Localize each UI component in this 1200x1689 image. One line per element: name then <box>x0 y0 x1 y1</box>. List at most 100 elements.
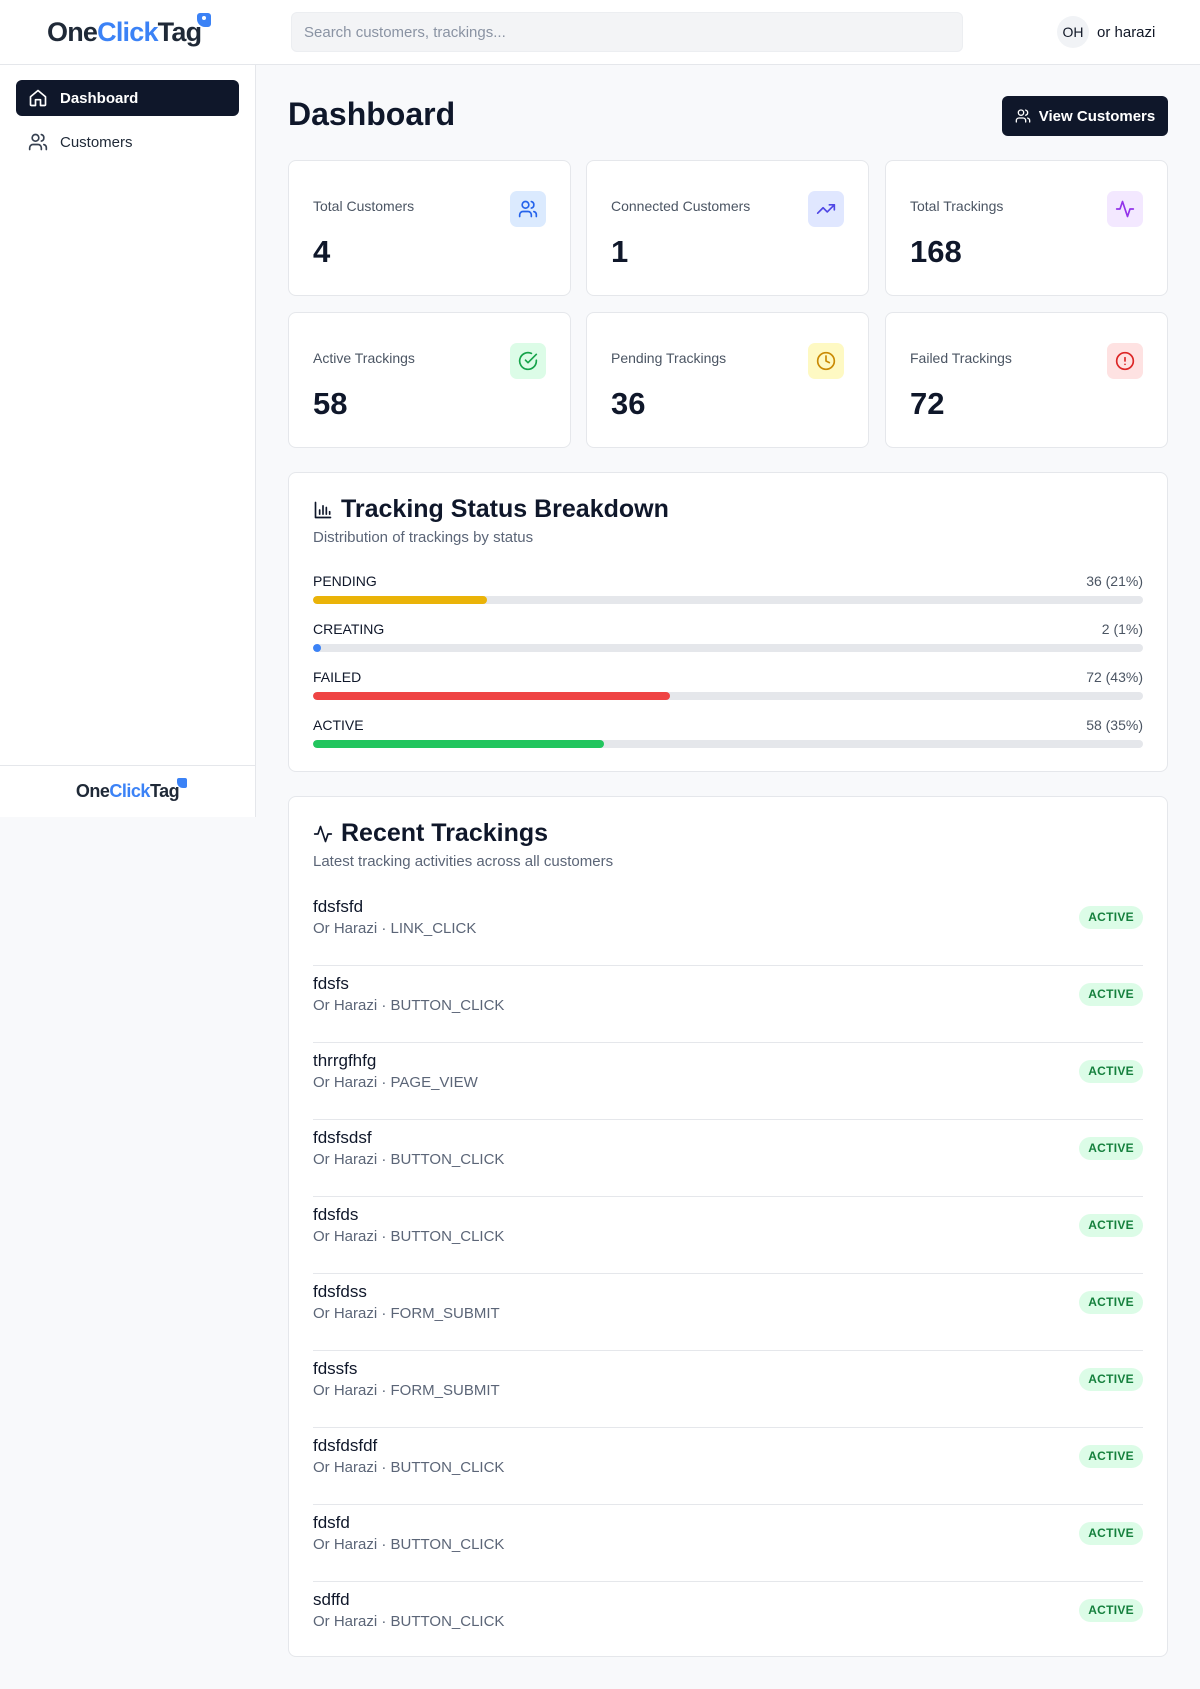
stat-card-total-trackings: Total Trackings 168 <box>885 160 1168 296</box>
list-item[interactable]: fdsfds Or Harazi · BUTTON_CLICK ACTIVE <box>313 1197 1143 1274</box>
tracking-name: fdsfds <box>313 1205 359 1224</box>
progress-fill <box>313 596 488 604</box>
top-header: OneClickTag OH or harazi <box>0 0 1200 65</box>
status-badge: ACTIVE <box>1079 1214 1143 1237</box>
trending-up-icon <box>808 191 844 227</box>
stat-card-active-trackings: Active Trackings 58 <box>288 312 571 448</box>
status-badge: ACTIVE <box>1079 906 1143 929</box>
stat-card-failed-trackings: Failed Trackings 72 <box>885 312 1168 448</box>
tracking-meta: Or Harazi · BUTTON_CLICK <box>313 1536 505 1553</box>
tracking-meta: Or Harazi · BUTTON_CLICK <box>313 1151 505 1168</box>
status-row-failed: FAILED 72 (43%) <box>313 669 1143 703</box>
check-circle-icon <box>510 343 546 379</box>
progress-track <box>313 596 1143 604</box>
page-title: Dashboard <box>288 96 456 132</box>
search-input[interactable] <box>291 12 963 52</box>
progress-track <box>313 740 1143 748</box>
stat-label: Failed Trackings <box>910 350 1012 366</box>
stat-value: 168 <box>910 234 962 269</box>
recent-trackings-panel: Recent Trackings Latest tracking activit… <box>288 796 1168 1657</box>
recent-subtitle: Latest tracking activities across all cu… <box>313 853 614 870</box>
status-count: 36 (21%) <box>1086 573 1143 589</box>
list-item[interactable]: fdsfs Or Harazi · BUTTON_CLICK ACTIVE <box>313 966 1143 1043</box>
stat-value: 72 <box>910 386 945 421</box>
list-item[interactable]: thrrgfhfg Or Harazi · PAGE_VIEW ACTIVE <box>313 1043 1143 1120</box>
app-logo[interactable]: One Click Tag <box>47 12 212 50</box>
list-item[interactable]: fdsfsfd Or Harazi · LINK_CLICK ACTIVE <box>313 889 1143 966</box>
stat-value: 1 <box>611 234 629 269</box>
status-badge: ACTIVE <box>1079 1060 1143 1083</box>
status-badge: ACTIVE <box>1079 983 1143 1006</box>
status-badge: ACTIVE <box>1079 1599 1143 1622</box>
list-item[interactable]: fdsfd Or Harazi · BUTTON_CLICK ACTIVE <box>313 1505 1143 1582</box>
avatar[interactable]: OH <box>1057 16 1089 48</box>
tracking-meta: Or Harazi · BUTTON_CLICK <box>313 1459 505 1476</box>
sidebar-footer: OneClickTag <box>0 765 255 817</box>
stat-label: Pending Trackings <box>611 350 727 366</box>
tracking-name: thrrgfhfg <box>313 1051 377 1070</box>
bar-chart-icon <box>314 501 332 518</box>
sidebar-item-dashboard[interactable]: Dashboard <box>16 80 239 116</box>
status-badge: ACTIVE <box>1079 1137 1143 1160</box>
sidebar-item-label: Customers <box>60 133 133 151</box>
user-menu[interactable]: OH or harazi <box>1057 16 1155 48</box>
sidebar: Dashboard Customers OneClickTag <box>0 65 256 817</box>
progress-fill <box>313 692 670 700</box>
tracking-meta: Or Harazi · BUTTON_CLICK <box>313 1613 505 1630</box>
tracking-meta: Or Harazi · PAGE_VIEW <box>313 1074 478 1091</box>
users-icon <box>28 133 48 151</box>
stat-value: 58 <box>313 386 348 421</box>
tracking-name: fdsfdss <box>313 1282 367 1301</box>
stat-label: Active Trackings <box>313 350 415 366</box>
tracking-name: sdffd <box>313 1590 350 1609</box>
tracking-name: fdssfs <box>313 1359 358 1378</box>
progress-fill <box>313 644 322 652</box>
list-item[interactable]: fdsfdss Or Harazi · FORM_SUBMIT ACTIVE <box>313 1274 1143 1351</box>
users-icon <box>510 191 546 227</box>
tracking-meta: Or Harazi · BUTTON_CLICK <box>313 997 505 1014</box>
list-item[interactable]: fdsfdsfdf Or Harazi · BUTTON_CLICK ACTIV… <box>313 1428 1143 1505</box>
progress-track <box>313 644 1143 652</box>
stat-card-pending-trackings: Pending Trackings 36 <box>586 312 869 448</box>
tracking-name: fdsfdsfdf <box>313 1436 378 1455</box>
recent-title: Recent Trackings <box>313 819 548 848</box>
alert-circle-icon <box>1107 343 1143 379</box>
users-icon <box>1015 109 1031 123</box>
tracking-meta: Or Harazi · BUTTON_CLICK <box>313 1228 505 1245</box>
status-breakdown-panel: Tracking Status Breakdown Distribution o… <box>288 472 1168 772</box>
status-count: 58 (35%) <box>1086 717 1143 733</box>
stat-label: Total Trackings <box>910 198 1004 214</box>
stat-label: Total Customers <box>313 198 415 214</box>
list-item[interactable]: sdffd Or Harazi · BUTTON_CLICK ACTIVE <box>313 1582 1143 1659</box>
footer-logo: OneClickTag <box>76 778 188 802</box>
sidebar-item-label: Dashboard <box>60 89 139 107</box>
sidebar-item-customers[interactable]: Customers <box>16 124 239 160</box>
progress-fill <box>313 740 604 748</box>
tracking-name: fdsfsdsf <box>313 1128 372 1147</box>
tracking-meta: Or Harazi · FORM_SUBMIT <box>313 1382 500 1399</box>
tracking-name: fdsfsfd <box>313 897 364 916</box>
status-badge: ACTIVE <box>1079 1291 1143 1314</box>
status-badge: ACTIVE <box>1079 1445 1143 1468</box>
breakdown-subtitle: Distribution of trackings by status <box>313 529 534 546</box>
tag-icon <box>197 12 212 27</box>
status-row-pending: PENDING 36 (21%) <box>313 573 1143 607</box>
logo-text-tag: Tag <box>158 12 212 48</box>
activity-icon <box>313 825 333 842</box>
status-badge: ACTIVE <box>1079 1522 1143 1545</box>
status-badge: ACTIVE <box>1079 1368 1143 1391</box>
clock-icon <box>808 343 844 379</box>
status-name: FAILED <box>313 669 362 685</box>
breakdown-title: Tracking Status Breakdown <box>313 495 669 524</box>
status-count: 2 (1%) <box>1101 621 1143 637</box>
progress-track <box>313 692 1143 700</box>
status-name: PENDING <box>313 573 377 589</box>
list-item[interactable]: fdssfs Or Harazi · FORM_SUBMIT ACTIVE <box>313 1351 1143 1428</box>
view-customers-button[interactable]: View Customers <box>1002 96 1168 136</box>
stat-value: 4 <box>313 234 331 269</box>
logo-text-click: Click <box>97 16 158 47</box>
stat-card-connected-customers: Connected Customers 1 <box>586 160 869 296</box>
list-item[interactable]: fdsfsdsf Or Harazi · BUTTON_CLICK ACTIVE <box>313 1120 1143 1197</box>
home-icon <box>29 89 47 107</box>
status-name: ACTIVE <box>313 717 364 733</box>
